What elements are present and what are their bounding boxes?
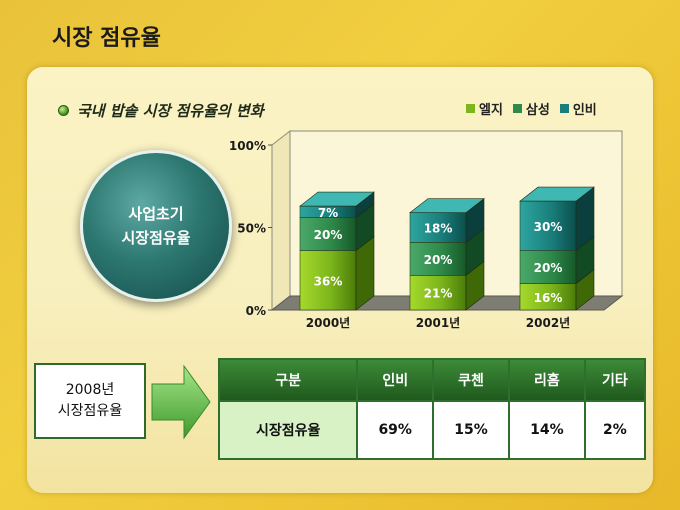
page-title: 시장 점유율 (52, 26, 161, 51)
bar-data-label: 18% (424, 222, 453, 236)
table-cell: 15% (432, 400, 510, 460)
bar-data-label: 21% (424, 287, 453, 301)
table-header-cell: 쿠첸 (432, 358, 510, 402)
bar-data-label: 20% (424, 253, 453, 267)
bar-data-label: 20% (314, 228, 343, 242)
bar-top-face (299, 191, 375, 207)
x-tick-label: 2002년 (526, 316, 570, 330)
legend-label-samsung: 삼성 (525, 103, 550, 118)
bar-segment (409, 275, 467, 311)
table-cell: 14% (507, 400, 586, 460)
legend-item-inbi: 인비 (559, 99, 597, 118)
market-share-table: 구분 인비 쿠첸 리홈 기타 시장점유율 69% 15% 14% 2% (217, 358, 647, 460)
y-tick-label: 0% (246, 304, 266, 318)
chart-subtitle: 국내 밥솥 시장 점유율의 변화 (58, 100, 264, 121)
y-tick-label: 100% (229, 139, 266, 153)
table-header-cell: 기타 (583, 358, 647, 402)
bar-top-face (519, 186, 595, 202)
bar-segment (409, 242, 467, 276)
chart-subtitle-text: 국내 밥솥 시장 점유율의 변화 (77, 102, 264, 120)
table-header-cell: 리홈 (507, 358, 586, 402)
right-arrow-icon (151, 364, 211, 440)
table-header-cell: 구분 (217, 358, 359, 402)
bar-segment (299, 217, 357, 251)
y-tick-label: 50% (237, 222, 266, 236)
table-header-cell: 인비 (356, 358, 435, 402)
share-label-text: 시장점유율 (57, 403, 123, 419)
share-label-year: 2008년 (65, 382, 115, 398)
bar-data-label: 30% (534, 220, 563, 234)
bar-segment (299, 250, 357, 311)
chart-legend: 엘지 삼성 인비 (466, 99, 597, 118)
badge-line-2: 시장점유율 (121, 229, 191, 247)
table-row: 시장점유율 69% 15% 14% 2% (217, 400, 647, 460)
bar-data-label: 16% (534, 291, 563, 305)
table-cell: 2% (583, 400, 647, 460)
share-2008-label: 2008년 시장점유율 (34, 363, 146, 439)
chart-side-wall (271, 129, 291, 312)
legend-swatch-lg (466, 104, 475, 113)
badge-line-1: 사업초기 (128, 205, 184, 223)
bar-data-label: 7% (318, 206, 338, 220)
initial-share-badge: 사업초기 시장점유율 (80, 150, 232, 302)
bullet-icon (58, 105, 69, 116)
bar-segment (519, 200, 577, 251)
legend-swatch-samsung (512, 104, 522, 113)
legend-label-lg: 엘지 (479, 103, 503, 118)
legend-item-lg: 엘지 (466, 99, 503, 118)
table-header-row: 구분 인비 쿠첸 리홈 기타 (217, 358, 647, 402)
bar-segment (409, 212, 467, 243)
table-row-header: 시장점유율 (217, 400, 359, 460)
legend-label-inbi: 인비 (572, 103, 597, 118)
bar-data-label: 20% (534, 261, 563, 275)
bar-segment (519, 283, 577, 311)
bar-data-label: 36% (314, 274, 343, 288)
legend-swatch-inbi (559, 104, 569, 113)
bar-top-face (409, 198, 485, 213)
x-tick-label: 2000년 (306, 316, 350, 330)
legend-item-samsung: 삼성 (512, 99, 550, 118)
table-cell: 69% (356, 400, 435, 460)
x-tick-label: 2001년 (416, 316, 460, 330)
bar-segment (519, 250, 577, 284)
